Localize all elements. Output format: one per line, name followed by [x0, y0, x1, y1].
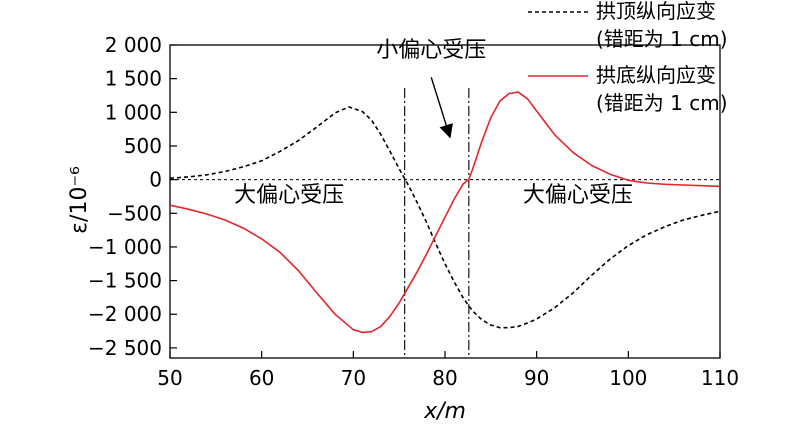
legend-label-note: (错距为 1 cm)	[596, 91, 728, 115]
region-annotation: 小偏心受压	[376, 38, 486, 63]
y-axis-ticks: 2 000 1 500 1 000 500 0 −500 −1 000 −1 500 −2 00…	[88, 33, 177, 360]
y-tick-label: −1 000	[88, 235, 162, 259]
y-tick-label: −1 500	[88, 269, 162, 293]
reference-lines	[170, 88, 720, 358]
y-axis-label: ε/10⁻⁶	[67, 166, 92, 234]
x-tick-label: 90	[524, 366, 549, 390]
x-axis-label: x/m	[423, 399, 466, 424]
region-annotation: 大偏心受压	[523, 183, 633, 208]
y-tick-label: 0	[149, 168, 162, 192]
annotation-arrow	[430, 77, 453, 139]
invert-strain-line	[169, 91, 721, 334]
y-tick-label: −2 000	[88, 302, 162, 326]
y-tick-label: −2 500	[88, 336, 162, 360]
series-layer	[169, 91, 721, 334]
legend-label: 拱顶纵向应变	[596, 0, 716, 23]
region-annotation: 大偏心受压	[234, 183, 344, 208]
y-tick-label: −500	[107, 201, 162, 225]
x-tick-label: 70	[341, 366, 366, 390]
y-tick-label: 1 000	[105, 100, 162, 124]
y-tick-label: 1 500	[105, 67, 162, 91]
x-tick-label: 100	[609, 366, 647, 390]
x-tick-label: 110	[701, 366, 739, 390]
x-tick-label: 60	[249, 366, 274, 390]
legend-label: 拱底纵向应变	[596, 63, 716, 87]
x-tick-label: 50	[157, 366, 182, 390]
legend-label-note: (错距为 1 cm)	[596, 27, 728, 51]
y-tick-label: 2 000	[105, 33, 162, 57]
x-axis-ticks: 50 60 70 80 90 100 110	[157, 351, 739, 390]
legend: 拱顶纵向应变 (错距为 1 cm) 拱底纵向应变 (错距为 1 cm)	[528, 0, 728, 115]
crown-strain-line	[169, 106, 721, 329]
x-tick-label: 80	[432, 366, 457, 390]
y-tick-label: 500	[124, 134, 162, 158]
